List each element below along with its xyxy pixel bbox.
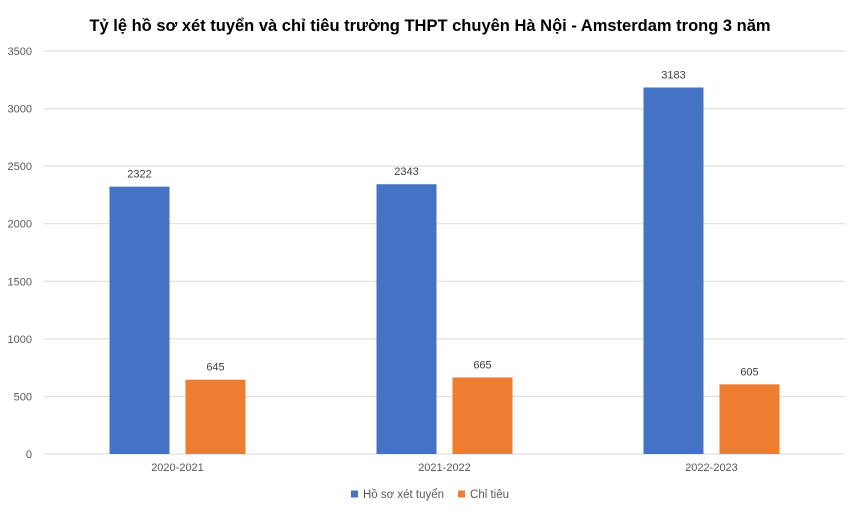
y-tick-label: 3000 [8, 104, 32, 116]
data-label: 605 [740, 366, 758, 378]
y-tick-label: 1500 [8, 276, 32, 288]
chart-title: Tỷ lệ hồ sơ xét tuyển và chỉ tiêu trường… [89, 17, 770, 35]
data-label: 3183 [661, 70, 685, 82]
y-tick-label: 500 [14, 391, 32, 403]
data-label: 645 [206, 362, 224, 374]
y-tick-label: 3500 [8, 46, 32, 58]
bar-chi-tieu-2021-2022 [452, 377, 513, 454]
legend-swatch [350, 490, 358, 498]
data-label: 665 [473, 359, 491, 371]
y-tick-label: 2500 [8, 161, 32, 173]
legend-swatch [458, 490, 466, 498]
bar-ho-so-2021-2022 [376, 184, 437, 455]
y-tick-label: 2000 [8, 219, 32, 231]
legend: Hồ sơ xét tuyển Chỉ tiêu [350, 489, 509, 501]
data-label: 2322 [127, 169, 151, 181]
bar-chi-tieu-2022-2023 [719, 384, 780, 454]
legend-label: Chỉ tiêu [470, 489, 509, 501]
y-tick-label: 1000 [8, 334, 32, 346]
x-tick-label: 2020-2021 [151, 462, 204, 474]
bars: 2322 645 2343 665 3183 605 [109, 70, 780, 455]
x-tick-label: 2021-2022 [418, 462, 471, 474]
x-tick-label: 2022-2023 [685, 462, 738, 474]
x-axis-ticks: 2020-2021 2021-2022 2022-2023 [151, 462, 738, 474]
gridlines [44, 50, 845, 455]
bar-ho-so-2022-2023 [643, 87, 704, 455]
bar-ho-so-2020-2021 [109, 186, 170, 454]
legend-label: Hồ sơ xét tuyển [363, 489, 444, 501]
y-axis-ticks: 0 500 1000 1500 2000 2500 3000 3500 [8, 46, 32, 461]
bar-chi-tieu-2020-2021 [185, 379, 246, 454]
y-tick-label: 0 [26, 449, 32, 461]
data-label: 2343 [394, 166, 418, 178]
